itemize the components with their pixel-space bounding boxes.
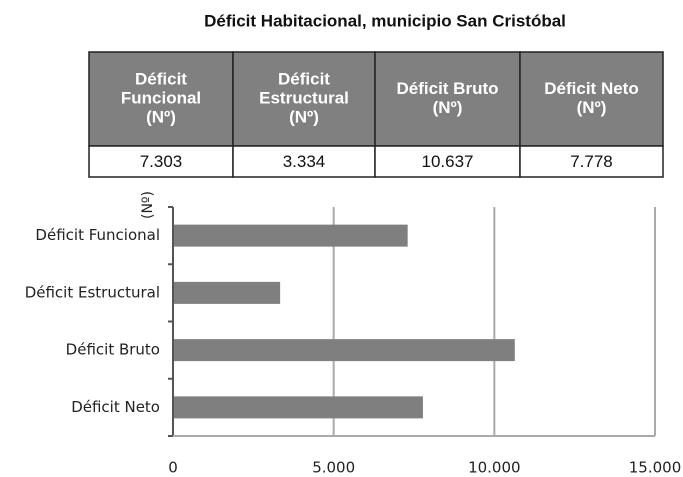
header-cell	[88, 51, 234, 147]
cell-text: 3.334	[283, 152, 326, 171]
cell-text: 10.637	[422, 152, 474, 171]
cell-text: 7.303	[140, 152, 183, 171]
header-text: Déficit Neto	[544, 79, 638, 98]
y-tick-label: Déficit Funcional	[35, 226, 160, 244]
table-cell	[88, 145, 234, 178]
bar	[173, 281, 281, 304]
y-tick-label: Déficit Estructural	[25, 283, 160, 301]
header-cell	[374, 51, 521, 147]
table-cell	[232, 145, 376, 178]
header-text: Déficit Bruto	[397, 79, 499, 98]
header-cell	[232, 51, 376, 147]
header-text: (Nº)	[433, 98, 463, 117]
bar	[173, 396, 423, 419]
header-text: (Nº)	[289, 107, 319, 126]
cell-text: 7.778	[570, 152, 613, 171]
header-text: Déficit	[278, 69, 330, 88]
title: Déficit Habitacional, municipio San Cris…	[204, 11, 566, 30]
header-text: Funcional	[121, 88, 201, 107]
y-tick-label: Déficit Bruto	[66, 341, 160, 359]
header-text: Déficit	[135, 69, 187, 88]
header-text: Estructural	[259, 88, 349, 107]
bar	[173, 339, 515, 362]
x-tick-label: 5.000	[312, 459, 355, 477]
table-cell	[519, 145, 664, 178]
x-tick-label: 0	[168, 459, 178, 477]
header-text: (Nº)	[577, 98, 607, 117]
y-axis-label: (Nº)	[140, 191, 156, 219]
x-tick-label: 10.000	[468, 459, 521, 477]
table-cell	[374, 145, 521, 178]
x-tick-label: 15.000	[629, 459, 682, 477]
header-text: (Nº)	[146, 107, 176, 126]
bar	[173, 224, 408, 247]
y-tick-label: Déficit Neto	[71, 398, 160, 416]
header-cell	[519, 51, 664, 147]
